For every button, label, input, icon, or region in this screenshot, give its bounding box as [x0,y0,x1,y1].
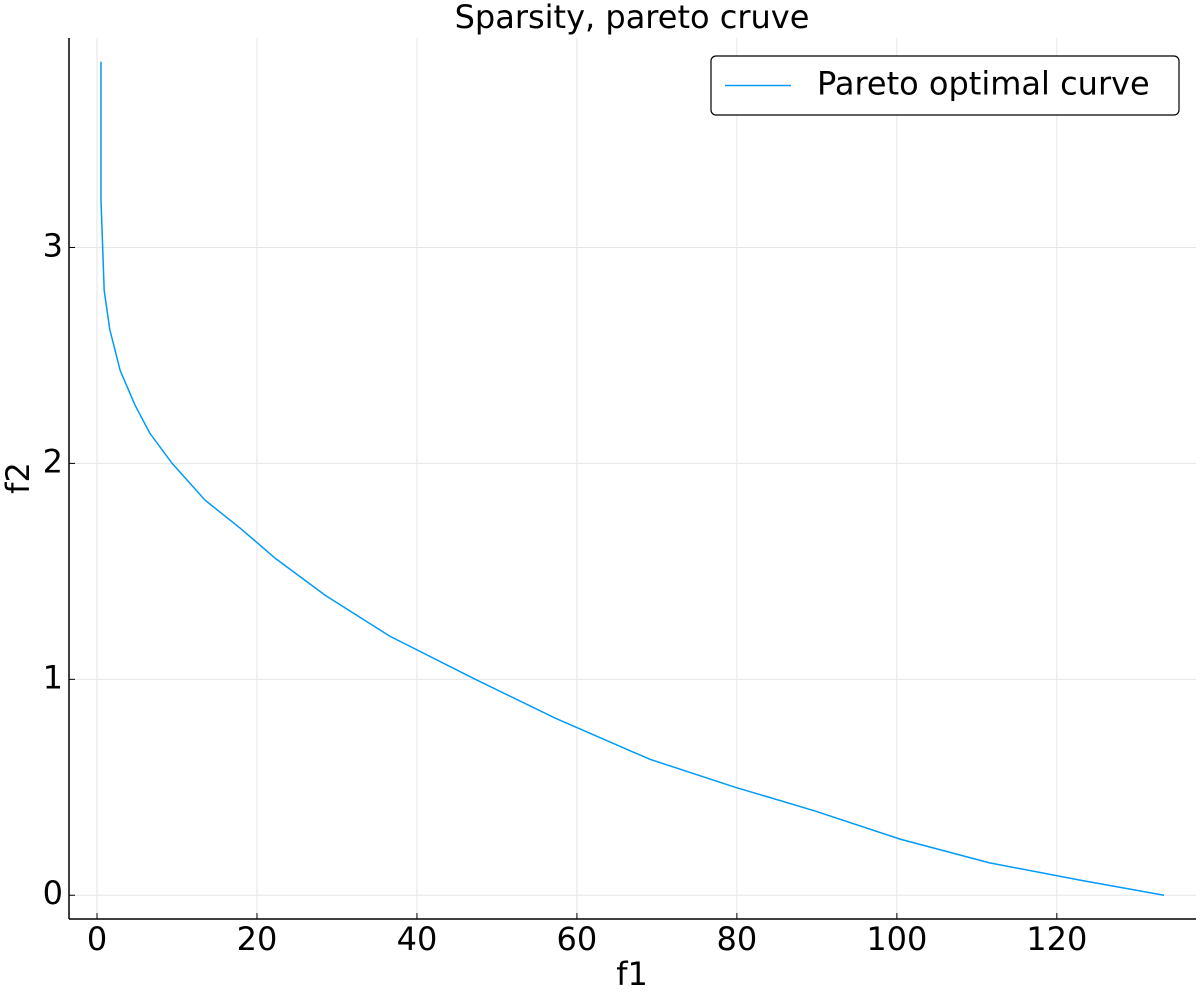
x-tick-label: 40 [397,920,438,958]
x-tick-label: 100 [866,920,927,958]
x-tick-label: 120 [1026,920,1087,958]
x-tick-label: 60 [557,920,598,958]
y-tick-label: 1 [43,658,63,696]
data-line [100,61,1165,896]
y-tick-label: 2 [43,442,63,480]
y-tick-label: 3 [43,226,63,264]
x-tick-label: 0 [87,920,107,958]
y-tick-label: 0 [43,874,63,912]
legend-label: Pareto optimal curve [817,65,1150,103]
legend-box [710,55,1180,116]
x-tick-label: 80 [717,920,758,958]
x-axis-label: f1 [616,955,648,993]
y-axis-label: f2 [0,462,37,494]
x-tick-label: 20 [237,920,278,958]
chart-title: Sparsity, pareto cruve [455,0,810,36]
